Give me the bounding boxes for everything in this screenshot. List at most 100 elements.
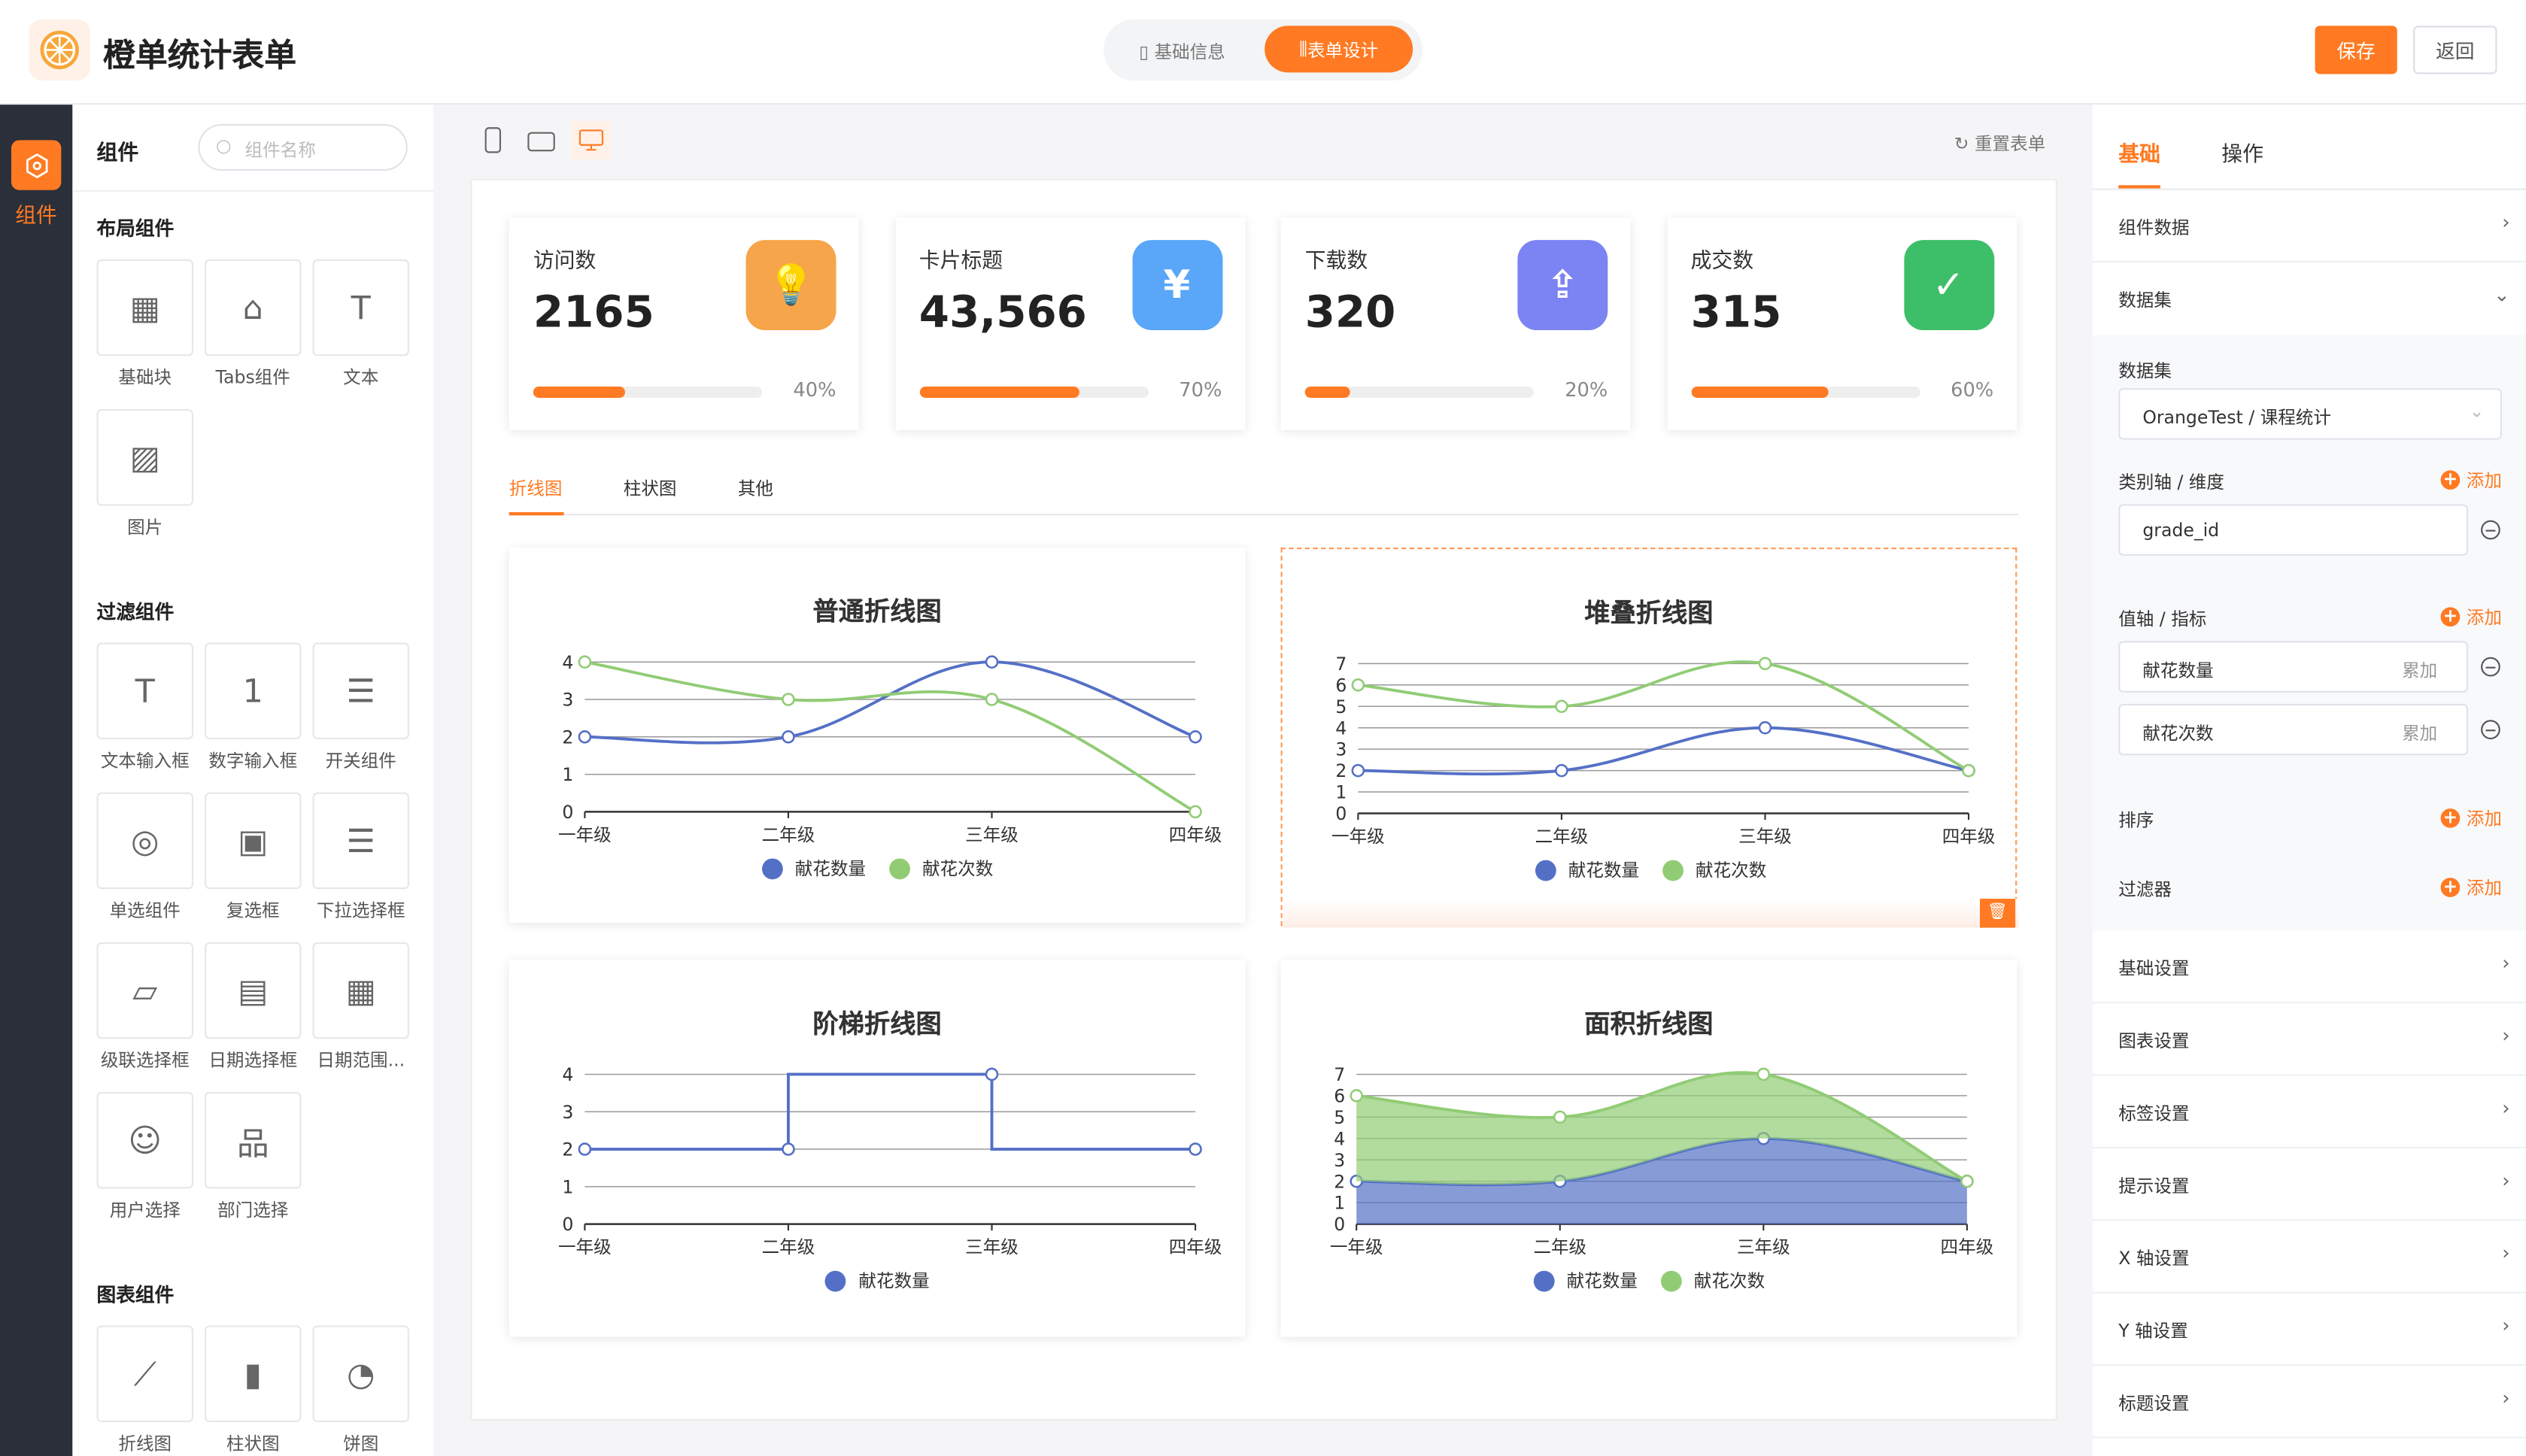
row-label: 图表设置 <box>2118 1030 2190 1052</box>
legend-item[interactable]: 献花数量 <box>824 1267 930 1293</box>
settings-section-row[interactable]: 标签设置 › <box>2092 1076 2526 1148</box>
tab-action[interactable]: 操作 <box>2221 143 2263 168</box>
component-tile[interactable]: ☰ <box>312 642 409 739</box>
value-field[interactable]: 献花次数 累加 <box>2118 703 2468 756</box>
stat-card[interactable]: 访问数 2165 💡 40% <box>509 217 859 430</box>
component-icon: 1 <box>242 672 263 711</box>
component-tile[interactable]: ⟋ <box>96 1325 193 1423</box>
settings-section-row[interactable]: Y 轴设置 › <box>2092 1294 2526 1367</box>
legend-marker <box>824 1269 846 1291</box>
sidebar-item-component[interactable] <box>11 140 62 190</box>
series-line <box>1358 726 1969 776</box>
component-tile[interactable]: 品 <box>204 1092 302 1189</box>
legend-item[interactable]: 献花数量 <box>1534 857 1639 882</box>
reset-form-button[interactable]: ↻ 重置表单 <box>1954 130 2045 156</box>
remove-icon[interactable] <box>2481 657 2500 677</box>
device-tablet-button[interactable] <box>527 129 556 159</box>
component-tile[interactable]: ▣ <box>204 792 302 890</box>
component-label: 复选框 <box>226 900 280 921</box>
device-desktop-button[interactable] <box>572 120 611 160</box>
y-tick-label: 6 <box>1335 675 1346 696</box>
row-label: 数据集 <box>2118 290 2172 311</box>
settings-section-row[interactable]: X 轴设置 › <box>2092 1221 2526 1294</box>
delete-icon[interactable]: 🗑 <box>1980 899 2016 928</box>
row-label: 组件数据 <box>2118 217 2190 238</box>
component-label: 开关组件 <box>325 750 396 772</box>
add-category-button[interactable]: + 添加 <box>2440 467 2502 493</box>
chart-card[interactable]: 堆叠折线图 🗑 0 1 2 3 4 5 6 7 一年级 二年级 三年级 四年级 献花数量 献花次数 <box>1280 548 2019 928</box>
data-point <box>1553 1110 1567 1124</box>
component-icon: ▦ <box>345 971 376 1010</box>
row-label: X 轴设置 <box>2118 1248 2190 1269</box>
component-icon: ▱ <box>132 971 158 1010</box>
add-value-button[interactable]: + 添加 <box>2440 604 2502 629</box>
back-button[interactable]: 返回 <box>2413 26 2497 74</box>
save-button[interactable]: 保存 <box>2315 26 2397 74</box>
tab-form-design[interactable]: ⫼ 表单设计 <box>1265 26 1413 73</box>
component-tile[interactable]: ▤ <box>204 942 302 1039</box>
group-title: 过滤组件 <box>96 600 175 623</box>
component-data-row[interactable]: 组件数据 › <box>2092 190 2526 263</box>
remove-icon[interactable] <box>2481 520 2500 540</box>
legend-item[interactable]: 献花次数 <box>1659 1267 1765 1293</box>
component-icon: T <box>351 288 371 327</box>
settings-section-row[interactable]: 图表设置 › <box>2092 1003 2526 1076</box>
value-field[interactable]: 献花数量 累加 <box>2118 641 2468 693</box>
component-tile[interactable]: 1 <box>204 642 302 739</box>
lightbulb-icon: 💡 <box>745 240 836 331</box>
stat-card[interactable]: 卡片标题 43,566 ¥70% <box>894 217 1245 430</box>
component-label: 基础块 <box>118 367 172 389</box>
chart-card[interactable]: 面积折线图 0 1 2 3 4 5 6 7 一年级 二年级 三年级 四年级 献花数量 献花次数 <box>1280 960 2017 1337</box>
component-tile[interactable]: ▨ <box>96 408 193 506</box>
chart-tab[interactable]: 其他 <box>737 478 773 499</box>
category-field[interactable]: grade_id <box>2118 504 2468 556</box>
stat-card[interactable]: 下载数 320 ⇪ 20% <box>1280 217 1631 430</box>
tab-basic-info[interactable]: ▯ 基础信息 <box>1139 41 1225 63</box>
tab-basic[interactable]: 基础 <box>2118 143 2160 168</box>
y-tick-label: 4 <box>1335 717 1346 739</box>
settings-section-row[interactable]: 提示设置 › <box>2092 1148 2526 1221</box>
data-point <box>1555 763 1568 778</box>
component-icon: ▤ <box>237 971 269 1010</box>
legend-item[interactable]: 献花数量 <box>761 855 866 881</box>
settings-section-row[interactable]: 基础设置 › <box>2092 931 2526 1004</box>
component-tile[interactable]: T <box>312 259 409 356</box>
chart-tab[interactable]: 柱状图 <box>623 478 677 499</box>
legend-item[interactable]: 献花次数 <box>888 855 993 881</box>
dataset-select[interactable]: OrangeTest / 课程统计 ⌄ <box>2118 388 2502 440</box>
component-tile[interactable]: ☰ <box>312 792 409 890</box>
chart-legend: 献花数量 献花次数 <box>1283 857 2019 882</box>
chart-card[interactable]: 普通折线图 0 1 2 3 4 一年级 二年级 三年级 四年级 献花数量 献花次数 <box>509 548 1246 924</box>
component-tile[interactable]: ▮ <box>204 1325 302 1423</box>
component-tile[interactable]: ▱ <box>96 942 193 1039</box>
stat-card[interactable]: 成交数 315 ✓ 60% <box>1666 217 2017 430</box>
legend-item[interactable]: 献花次数 <box>1662 857 1766 882</box>
device-mobile-button[interactable] <box>483 126 502 161</box>
plus-icon: + <box>2440 808 2461 828</box>
component-icon: ▮ <box>244 1354 263 1394</box>
data-point <box>985 655 999 669</box>
settings-section-row[interactable]: 标题设置 › <box>2092 1366 2526 1439</box>
component-label: 下拉选择框 <box>316 900 405 921</box>
chart-card[interactable]: 阶梯折线图 0 1 2 3 4 一年级 二年级 三年级 四年级 献花数量 <box>509 960 1246 1337</box>
remove-icon[interactable] <box>2481 720 2500 739</box>
dataset-section-row[interactable]: 数据集 ⌄ <box>2093 262 2526 335</box>
component-tile[interactable]: ▦ <box>96 259 193 356</box>
component-label: Tabs组件 <box>215 367 290 389</box>
add-filter-button[interactable]: + 添加 <box>2440 875 2502 900</box>
component-tile[interactable]: ◎ <box>96 792 193 890</box>
component-tile[interactable]: ⌂ <box>204 259 302 356</box>
add-sort-button[interactable]: + 添加 <box>2440 805 2502 831</box>
stat-label: 访问数 <box>533 249 597 275</box>
chart-tab[interactable]: 折线图 <box>509 478 563 499</box>
component-label: 饼图 <box>343 1433 379 1454</box>
progress-bar <box>1304 386 1534 398</box>
component-label: 级联选择框 <box>100 1050 190 1072</box>
component-tile[interactable]: ☺ <box>96 1092 193 1189</box>
stat-percent: 60% <box>1951 378 1994 402</box>
component-tile[interactable]: ◔ <box>312 1325 409 1423</box>
component-tile[interactable]: T <box>96 642 193 739</box>
component-tile[interactable]: ▦ <box>312 942 409 1039</box>
component-search-input[interactable]: ○ 组件名称 <box>198 123 408 171</box>
legend-item[interactable]: 献花数量 <box>1532 1267 1638 1293</box>
